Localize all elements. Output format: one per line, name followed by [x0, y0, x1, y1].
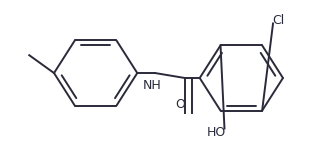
Text: NH: NH	[143, 79, 162, 92]
Text: Cl: Cl	[272, 14, 284, 27]
Text: O: O	[175, 98, 185, 111]
Text: HO: HO	[207, 126, 226, 139]
